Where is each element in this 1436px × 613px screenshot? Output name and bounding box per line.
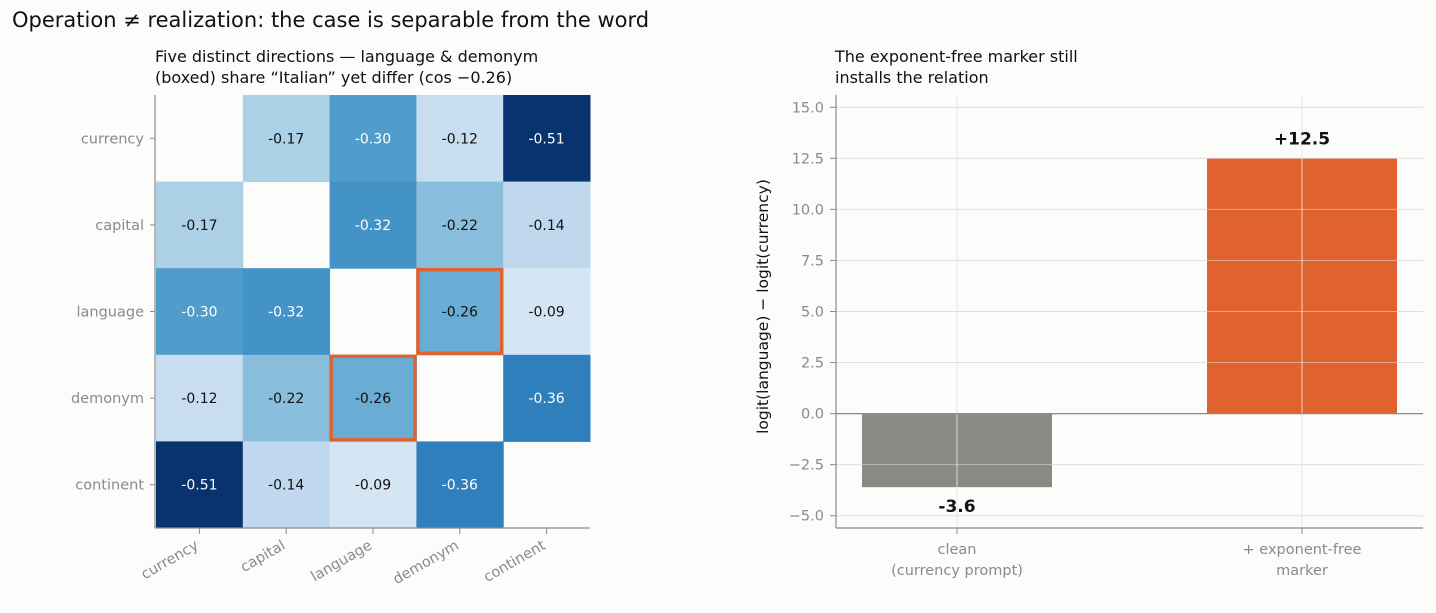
heatmap-cell-label: -0.09 [528,305,564,321]
bar-value-label: -3.6 [938,497,975,517]
heatmap-cell-label: -0.32 [355,218,391,234]
heatmap-title-line2: (boxed) share “Italian” yet differ (cos … [155,68,513,87]
heatmap-cell [329,441,417,529]
heatmap-cell [329,95,417,183]
heatmap-y-tick-label: demonym [71,391,144,407]
bar-x-tick-label: + exponent-free marker [1243,542,1362,579]
heatmap-cell [416,95,504,183]
heatmap-cell-label: -0.17 [181,218,217,234]
heatmap-y-tick-label: language [76,305,144,321]
heatmap-cell [503,181,591,269]
bar-y-tick-label: 15.0 [792,100,824,116]
bar-x-tick-label-line: + exponent-free [1243,542,1362,558]
bar-x-tick-label-line: clean [938,542,977,558]
heatmap-cell-label: -0.09 [355,478,391,494]
heatmap-cell [503,268,591,356]
highlight-box [329,354,417,442]
heatmap-cell-label: -0.22 [268,391,304,407]
heatmap-cell-label: -0.12 [181,391,217,407]
heatmap-cell [329,354,417,442]
bar-y-tick-label: 5.0 [801,305,824,321]
heatmap-cell [503,95,591,183]
heatmap-cell [156,268,244,356]
bar-y-tick-label: −5.0 [789,509,824,525]
bar-y-tick-label: 7.5 [801,253,824,269]
bar-y-axis-label: logit(language) − logit(currency) [754,179,772,434]
heatmap-cell [156,441,244,529]
bar-y-tick-label: 10.0 [792,202,824,218]
heatmap-cell-label: -0.14 [268,478,304,494]
heatmap-cell-label: -0.36 [528,391,564,407]
bar-value-label: +12.5 [1274,129,1330,149]
heatmap-cell [156,354,244,442]
heatmap-cell-label: -0.30 [355,131,391,147]
bar-chart-title-line2: installs the relation [835,68,989,87]
figure-title: Operation ≠ realization: the case is sep… [12,8,650,32]
bar-y-tick-label: −2.5 [789,458,824,474]
heatmap-cell-label: -0.12 [442,131,478,147]
bar-y-tick-label: 0.0 [801,407,824,423]
heatmap-cell [242,268,331,356]
bar-x-tick-label-line: (currency prompt) [891,563,1023,579]
bar-y-tick-label: 12.5 [792,151,824,167]
highlight-box [416,267,504,356]
bar-y-tick-label: 2.5 [801,356,824,372]
heatmap-title-line1: Five distinct directions — language & de… [155,47,539,66]
heatmap-cell [416,441,504,529]
heatmap-cell-label: -0.51 [181,478,217,494]
heatmap-title: Five distinct directions — language & de… [155,46,538,88]
heatmap-cell-label: -0.32 [268,305,304,321]
bar-x-tick-label-line: marker [1276,563,1328,579]
heatmap-cell [329,181,417,269]
heatmap-cell-label: -0.22 [442,218,478,234]
heatmap-cell-label: -0.26 [355,391,391,407]
heatmap-cell-label: -0.17 [268,131,304,147]
heatmap-y-tick-label: currency [81,131,145,147]
heatmap-cell-label: -0.36 [442,478,478,494]
heatmap-cell-label: -0.26 [442,305,478,321]
heatmap-cell [242,441,331,529]
heatmap-cell-label: -0.14 [528,218,564,234]
heatmap-cell [242,354,331,442]
heatmap-cell [242,95,331,183]
heatmap-y-tick-label: continent [75,478,144,494]
bar-chart-title-line1: The exponent-free marker still [835,47,1078,66]
heatmap-cell-label: -0.30 [181,305,217,321]
bar-x-tick-label: clean (currency prompt) [891,542,1023,579]
heatmap-cell [503,354,591,442]
heatmap-y-tick-label: capital [95,218,144,234]
heatmap-cell [416,268,504,356]
heatmap-cell-label: -0.51 [528,131,564,147]
heatmap-cell [156,181,244,269]
heatmap-cell [416,181,504,269]
bar-chart-title: The exponent-free marker still installs … [835,46,1078,88]
